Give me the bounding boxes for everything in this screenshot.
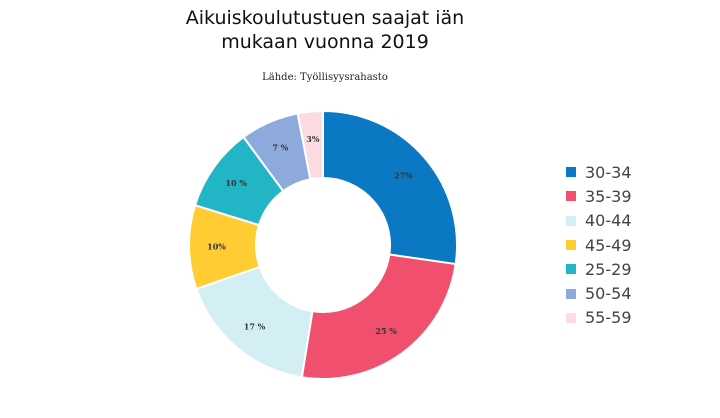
donut-slice-35-39[interactable] xyxy=(300,253,457,380)
donut-slice-labels: 27% 25 % 17 % 10% 10 % 7 % 3% xyxy=(207,134,413,336)
legend-swatch xyxy=(566,312,576,323)
legend-swatch xyxy=(566,288,576,299)
slice-label-55-59: 3% xyxy=(306,134,320,144)
slice-label-25-29: 10 % xyxy=(225,178,247,188)
legend-label: 45-49 xyxy=(585,235,632,255)
legend-swatch xyxy=(566,191,576,202)
legend-swatch xyxy=(566,240,576,251)
chart-subtitle: Lähde: Työllisyysrahasto xyxy=(262,72,388,83)
chart-title-line-1: Aikuiskoulutustuen saajat iän xyxy=(185,7,465,29)
slice-label-35-39: 25 % xyxy=(375,326,397,336)
legend-swatch xyxy=(566,167,576,178)
legend-swatch xyxy=(566,264,576,275)
donut-slice-30-34[interactable] xyxy=(322,109,458,266)
legend-item-25-29[interactable]: 25-29 xyxy=(566,257,632,281)
legend-item-45-49[interactable]: 45-49 xyxy=(566,233,632,257)
legend-label: 30-34 xyxy=(585,162,632,182)
legend-label: 50-54 xyxy=(585,284,632,304)
legend-swatch xyxy=(566,215,576,226)
slice-label-50-54: 7 % xyxy=(272,142,288,152)
legend-item-50-54[interactable]: 50-54 xyxy=(566,281,632,305)
chart-legend: 30-34 35-39 40-44 45-49 25-29 50-54 55-59 xyxy=(566,160,632,330)
chart-title: Aikuiskoulutustuen saajat iän mukaan vuo… xyxy=(0,6,650,54)
legend-item-30-34[interactable]: 30-34 xyxy=(566,160,632,184)
legend-label: 55-59 xyxy=(585,308,632,328)
legend-label: 35-39 xyxy=(585,186,632,206)
slice-label-40-44: 17 % xyxy=(244,322,266,332)
chart-title-line-2: mukaan vuonna 2019 xyxy=(221,31,429,53)
donut-slice-55-59[interactable] xyxy=(296,109,324,181)
slice-label-30-34: 27% xyxy=(394,170,413,180)
donut-slices xyxy=(188,109,458,380)
legend-item-40-44[interactable]: 40-44 xyxy=(566,209,632,233)
legend-item-35-39[interactable]: 35-39 xyxy=(566,184,632,208)
legend-label: 25-29 xyxy=(585,259,632,279)
legend-label: 40-44 xyxy=(585,211,632,231)
slice-label-45-49: 10% xyxy=(207,242,226,252)
legend-item-55-59[interactable]: 55-59 xyxy=(566,306,632,330)
